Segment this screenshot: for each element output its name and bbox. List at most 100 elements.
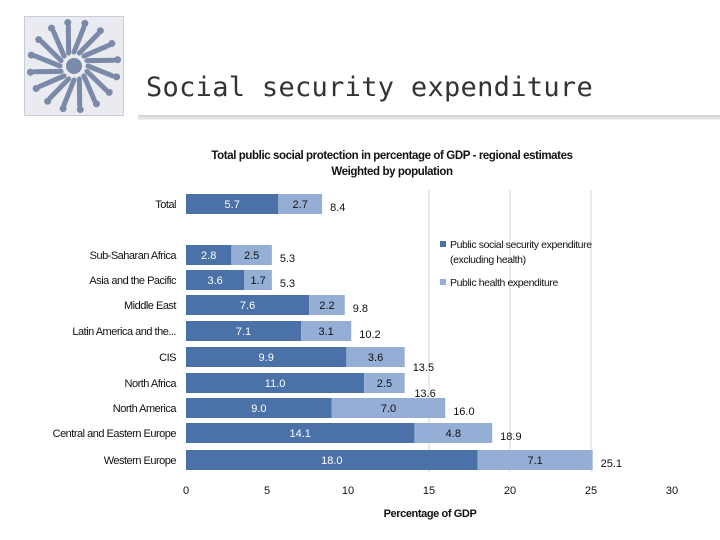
data-label-total: 25.1 <box>601 458 622 470</box>
bar-health <box>346 347 405 367</box>
category-label: Total <box>155 199 176 211</box>
chart-subtitle: Weighted by population <box>331 166 453 178</box>
logo-figure <box>81 43 111 59</box>
category-label: Latin America and the... <box>72 326 176 338</box>
category-label: Central and Eastern Europe <box>53 428 177 440</box>
bar-social-security <box>186 245 232 265</box>
data-label-social-security: 9.0 <box>251 403 266 415</box>
x-tick-labels: 0 5 10 15 20 25 30 <box>183 485 678 497</box>
bar-health <box>477 450 593 470</box>
category-label: Sub-Saharan Africa <box>90 250 178 262</box>
data-label-health: 1.7 <box>250 275 265 287</box>
bar-social-security <box>186 321 302 341</box>
category-label: Western Europe <box>104 455 177 467</box>
logo-figure-head <box>64 18 72 26</box>
logo-figure-head <box>59 105 67 113</box>
data-label-total: 13.6 <box>414 388 435 400</box>
data-label-social-security: 5.7 <box>225 199 240 211</box>
logo-figure-head <box>26 68 34 76</box>
data-label-health: 2.2 <box>319 300 334 312</box>
bar-social-security <box>186 398 332 418</box>
page-title: Social security expenditure <box>146 72 593 103</box>
logo-figure-head <box>44 97 52 105</box>
category-labels: Total Sub-Saharan Africa Asia and the Paci… <box>53 199 178 467</box>
x-tick-label: 30 <box>666 485 678 497</box>
bar-social-security <box>186 295 310 315</box>
data-label-total: 18.9 <box>500 431 521 443</box>
x-tick-label: 25 <box>585 485 597 497</box>
bar-health <box>278 194 323 214</box>
data-label-social-security: 7.6 <box>240 300 255 312</box>
data-label-health: 7.0 <box>381 403 396 415</box>
category-label: North Africa <box>125 378 178 390</box>
logo-figure-head <box>35 36 43 44</box>
logo-figure <box>37 73 67 89</box>
logo-figure-head <box>32 84 40 92</box>
logo-figure-head <box>48 24 56 32</box>
data-label-social-security: 11.0 <box>265 378 286 390</box>
logo-figure <box>71 24 87 55</box>
logo-figures <box>26 18 122 114</box>
data-label-health: 2.5 <box>377 378 392 390</box>
data-label-total: 16.0 <box>453 406 474 418</box>
logo-figure-head <box>92 100 100 108</box>
data-label-social-security: 9.9 <box>259 352 274 364</box>
x-tick-label: 20 <box>504 485 516 497</box>
bar-social-security <box>186 373 365 393</box>
data-label-social-security: 14.1 <box>289 428 310 440</box>
logo-figure <box>51 29 67 59</box>
category-label: CIS <box>159 352 176 364</box>
data-label-total: 13.5 <box>413 362 434 374</box>
x-tick-label: 0 <box>183 485 189 497</box>
legend-swatch-social-security <box>440 241 446 247</box>
legend-label-health: Public health expenditure <box>450 277 558 289</box>
bar-health <box>331 398 446 418</box>
data-label-social-security: 3.6 <box>208 275 223 287</box>
legend: Public social security expenditure (exclu… <box>440 239 593 289</box>
bar-social-security <box>186 347 347 367</box>
logo-figure-head <box>81 19 89 27</box>
bar-health <box>364 373 405 393</box>
logo-figure-head <box>114 56 122 64</box>
x-axis-label: Percentage of GDP <box>384 508 477 520</box>
logo-figure <box>39 39 64 64</box>
logo-figure-head <box>105 88 113 96</box>
logo-graphic <box>26 18 122 114</box>
data-label-total: 5.3 <box>280 253 295 265</box>
bar-health <box>309 295 345 315</box>
x-tick-label: 15 <box>423 485 435 497</box>
bar-social-security <box>186 194 279 214</box>
logo-figure-head <box>27 51 35 59</box>
logo-figure <box>76 31 101 56</box>
x-tick-label: 5 <box>264 485 270 497</box>
legend-swatch-health <box>440 279 446 285</box>
logo-figure-head <box>96 27 104 35</box>
data-label-total: 5.3 <box>280 278 295 290</box>
bar-health <box>231 245 272 265</box>
logo-figure <box>32 53 63 69</box>
data-label-social-security: 7.1 <box>236 326 251 338</box>
bar-health <box>414 423 493 443</box>
category-label: North America <box>113 403 178 415</box>
bar-social-security <box>186 423 415 443</box>
data-label-health: 2.7 <box>293 199 308 211</box>
data-label-social-security: 2.8 <box>201 250 216 262</box>
bars: 5.7 2.7 8.4 2.8 2.5 5.3 3.6 1.7 5.3 7.6 2.2 9.8 7.1 3… <box>186 194 622 470</box>
logo-figure <box>85 63 116 79</box>
data-label-health: 2.5 <box>244 250 259 262</box>
logo-figure-head <box>113 73 121 81</box>
data-label-total: 8.4 <box>330 202 345 214</box>
logo-figure <box>81 73 97 103</box>
data-label-health: 4.8 <box>446 428 461 440</box>
bar-social-security <box>186 450 478 470</box>
logo-figure <box>47 76 72 101</box>
data-label-health: 7.1 <box>527 455 542 467</box>
logo-figure <box>84 68 109 93</box>
category-label: Asia and the Pacific <box>89 275 177 287</box>
bar-social-security <box>186 270 245 290</box>
logo-figure-head <box>76 106 84 114</box>
legend-label-social-security-line2: (excluding health) <box>450 254 526 266</box>
chart-title: Total public social protection in percen… <box>211 150 572 162</box>
data-label-health: 3.6 <box>368 352 383 364</box>
